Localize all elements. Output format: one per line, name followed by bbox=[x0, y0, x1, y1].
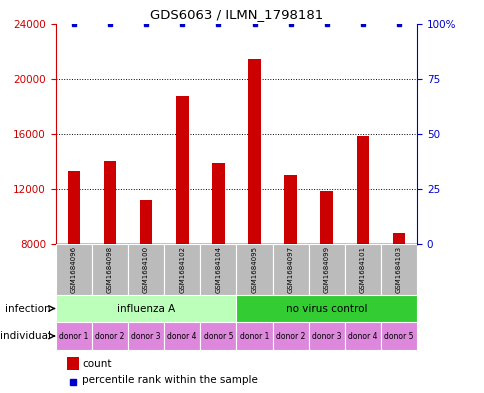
Bar bbox=[56, 322, 92, 350]
Text: donor 4: donor 4 bbox=[167, 332, 197, 340]
Bar bbox=[272, 322, 308, 350]
Title: GDS6063 / ILMN_1798181: GDS6063 / ILMN_1798181 bbox=[150, 8, 322, 21]
Bar bbox=[67, 171, 80, 244]
Bar bbox=[236, 295, 416, 322]
Text: donor 2: donor 2 bbox=[275, 332, 305, 340]
Bar bbox=[92, 244, 128, 295]
Bar bbox=[200, 244, 236, 295]
Bar bbox=[128, 322, 164, 350]
Text: GSM1684095: GSM1684095 bbox=[251, 246, 257, 293]
Text: GSM1684098: GSM1684098 bbox=[107, 246, 113, 293]
Bar bbox=[56, 295, 236, 322]
Bar bbox=[308, 244, 344, 295]
Bar bbox=[236, 322, 272, 350]
Text: infection: infection bbox=[5, 303, 51, 314]
Text: GSM1684100: GSM1684100 bbox=[143, 246, 149, 293]
Bar bbox=[92, 322, 128, 350]
Text: donor 1: donor 1 bbox=[59, 332, 89, 340]
Text: donor 4: donor 4 bbox=[348, 332, 377, 340]
Bar bbox=[344, 322, 380, 350]
Bar bbox=[248, 59, 260, 244]
Bar bbox=[320, 191, 333, 244]
Text: donor 2: donor 2 bbox=[95, 332, 124, 340]
Text: no virus control: no virus control bbox=[286, 303, 367, 314]
Bar bbox=[139, 200, 152, 244]
Text: donor 5: donor 5 bbox=[383, 332, 413, 340]
Text: GSM1684097: GSM1684097 bbox=[287, 246, 293, 293]
Bar bbox=[392, 233, 405, 244]
Text: donor 5: donor 5 bbox=[203, 332, 233, 340]
Text: GSM1684099: GSM1684099 bbox=[323, 246, 329, 293]
Bar bbox=[200, 322, 236, 350]
Bar bbox=[212, 162, 224, 244]
Text: GSM1684102: GSM1684102 bbox=[179, 246, 185, 293]
Bar bbox=[128, 244, 164, 295]
Bar bbox=[380, 244, 416, 295]
Bar bbox=[164, 322, 200, 350]
Text: GSM1684103: GSM1684103 bbox=[395, 246, 401, 293]
Bar bbox=[356, 136, 368, 244]
Bar bbox=[56, 244, 92, 295]
Text: percentile rank within the sample: percentile rank within the sample bbox=[82, 375, 258, 385]
Text: influenza A: influenza A bbox=[117, 303, 175, 314]
Bar bbox=[236, 244, 272, 295]
Text: GSM1684104: GSM1684104 bbox=[215, 246, 221, 293]
Bar bbox=[344, 244, 380, 295]
Text: GSM1684101: GSM1684101 bbox=[359, 246, 365, 293]
Bar bbox=[164, 244, 200, 295]
Text: individual: individual bbox=[0, 331, 51, 341]
Bar bbox=[284, 175, 296, 244]
Text: donor 3: donor 3 bbox=[311, 332, 341, 340]
Bar bbox=[308, 322, 344, 350]
Bar bbox=[67, 357, 78, 369]
Text: count: count bbox=[82, 358, 112, 369]
Bar bbox=[380, 322, 416, 350]
Bar bbox=[104, 161, 116, 244]
Text: GSM1684096: GSM1684096 bbox=[71, 246, 76, 293]
Text: donor 3: donor 3 bbox=[131, 332, 161, 340]
Text: donor 1: donor 1 bbox=[239, 332, 269, 340]
Bar bbox=[272, 244, 308, 295]
Bar bbox=[176, 96, 188, 244]
